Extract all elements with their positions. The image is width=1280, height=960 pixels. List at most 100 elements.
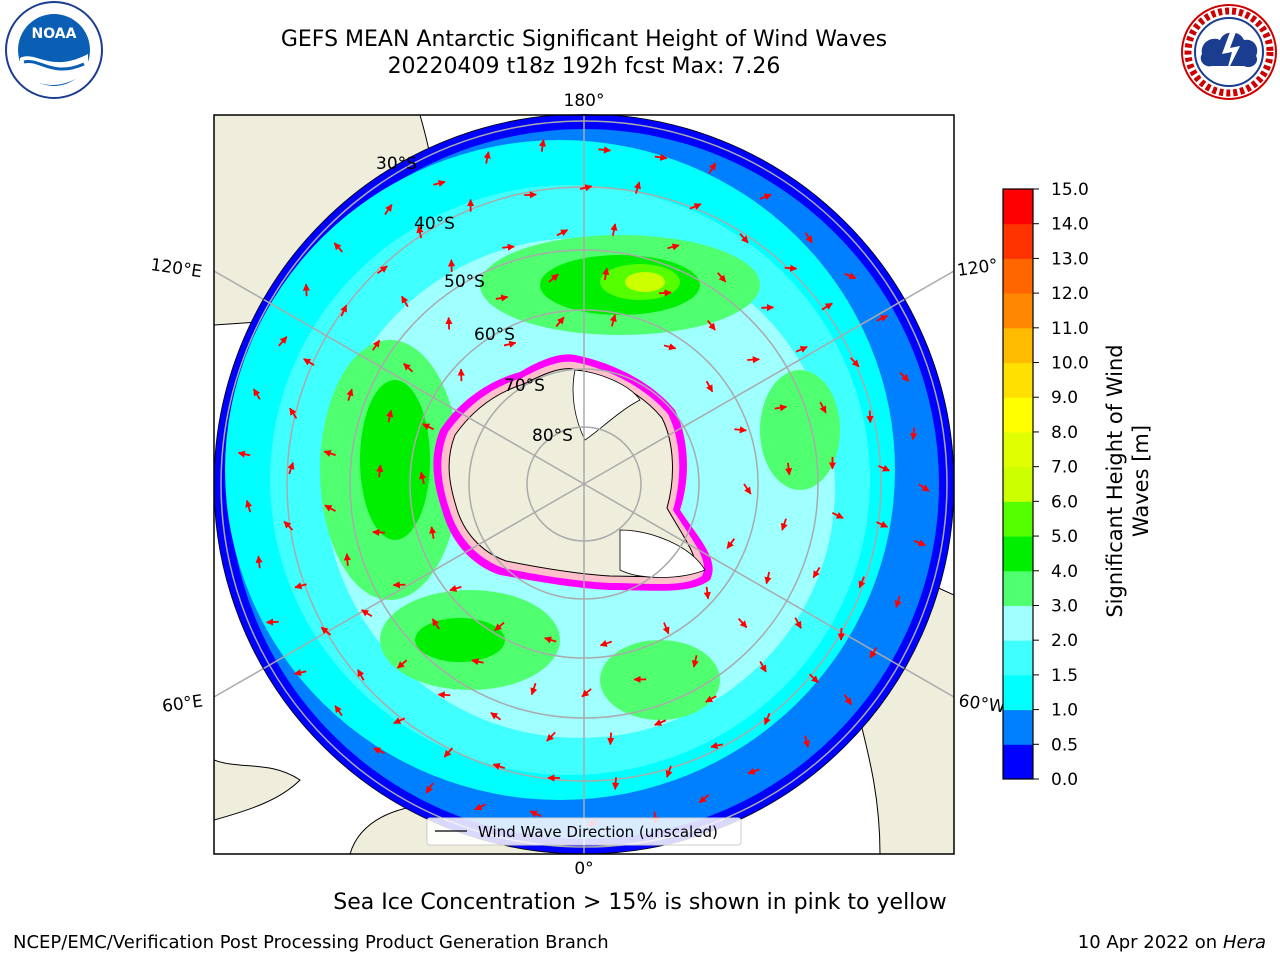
wave-direction-arrow [293,669,307,677]
wave-direction-arrow [372,528,385,536]
wave-direction-arrow [819,401,827,414]
wave-direction-arrow [784,264,798,272]
wave-direction-arrow [302,283,310,297]
wave-direction-arrow [373,747,385,755]
wave-direction-arrow [598,146,612,154]
colorbar-tick-label: 6.0 [1051,492,1078,512]
wave-direction-arrow [429,526,437,539]
wave-direction-arrow [581,688,592,698]
wave-direction-arrow [474,803,487,811]
wave-direction-arrow [663,343,677,351]
wave-direction-arrow [265,618,279,626]
wave-direction-arrow [705,380,714,393]
colorbar-cell [1003,397,1033,433]
wave-direction-arrow [403,362,414,373]
lon-label-180: 180° [564,91,605,111]
colorbar-cell [1003,536,1033,572]
wave-direction-arrow [548,273,559,283]
wave-direction-arrow [255,555,263,569]
wave-direction-arrow [320,626,332,636]
wave-direction-arrow [866,410,874,424]
wave-direction-arrow [662,622,670,635]
weddell-ice-shelf [619,529,706,578]
wave-direction-arrow [393,717,406,725]
map-border [213,114,955,855]
wave-direction-arrow [918,483,930,492]
colorbar-cell [1003,674,1033,711]
wave-direction-arrow [609,314,617,327]
chart-subtitle: 20220409 t18z 192h fcst Max: 7.26 [387,54,781,79]
wave-direction-arrow [802,735,810,748]
wave-direction-arrow [425,782,434,794]
wave-direction-arrow [372,339,381,351]
wave-direction-arrow [579,184,593,192]
wave-direction-arrow [764,571,772,585]
lon-label-120e: 120°E [149,255,203,282]
wave-direction-arrow [544,636,557,644]
wave-direction-arrow [717,272,727,283]
wave-direction-arrow [726,538,736,549]
wave-direction-arrow [761,303,775,312]
footer-date: 10 Apr 2022 on Hera [1078,932,1266,953]
lon-label-0: 0° [574,859,593,879]
wave-direction-arrow [377,265,388,275]
wave-patch-4-5 [415,618,505,662]
wave-direction-arrow [422,423,435,431]
wave-direction-arrow [654,719,667,726]
colorbar-tick-label: 7.0 [1051,458,1078,478]
wave-direction-arrow [634,181,641,194]
wave-direction-arrow [812,566,821,579]
colorbar-tick-label: 8.0 [1051,423,1078,443]
wave-direction-arrow [878,464,891,472]
wave-direction-arrow [844,272,857,280]
footer-credit: NCEP/EMC/Verification Post Processing Pr… [13,932,609,953]
wave-direction-arrow [396,659,408,669]
wave-direction-arrow [831,512,844,519]
colorbar-tick-label: 5.0 [1051,527,1078,547]
lat-label-80s: 80°S [532,426,573,446]
wave-direction-arrow [287,461,295,475]
wave-direction-arrow [689,203,702,210]
wave-patch-3-4 [600,640,720,720]
chart-title: GEFS MEAN Antarctic Significant Height o… [280,27,888,52]
wave-direction-arrow [245,499,253,513]
wave-patch-4-5 [360,380,430,540]
meridian-60e-120w [214,270,954,698]
graticule [214,115,954,854]
lon-label-60w: 60°W [957,691,1006,717]
wave-direction-arrow [471,658,484,666]
wave-direction-arrow [334,705,343,717]
wave-direction-arrow [913,539,927,547]
wave-direction-arrow [899,371,910,382]
wave-direction-arrow [708,162,717,174]
colorbar-label: Significant Height of Wind Waves [m] [1103,344,1153,618]
noaa-logo-text: NOAA [32,26,77,42]
colorbar-cell [1003,709,1033,745]
wave-direction-arrow [449,584,462,592]
colorbar-tick-label: 10.0 [1051,354,1089,374]
colorbar-tick-label: 0.5 [1051,735,1078,755]
wave-direction-arrow [283,520,294,531]
wave-direction-arrow [361,609,373,618]
wave-direction-arrow [524,191,537,199]
sea-ice-note: Sea Ice Concentration > 15% is shown in … [333,890,947,915]
wave-direction-arrow [340,304,348,317]
antarctica-landmass [448,368,696,578]
wave-direction-arrow [894,595,902,608]
colorbar-cell [1003,327,1033,364]
colorbar-cell [1003,293,1033,329]
wave-direction-arrow [665,765,673,778]
wave-direction-arrow [759,193,772,201]
wave-direction-arrow [237,450,251,458]
wave-direction-arrow [416,225,424,239]
wave-direction-arrow [876,521,889,528]
colorbar-tick-label: 15.0 [1051,180,1089,200]
lat-label-30s: 30°S [376,154,417,174]
wave-direction-arrow [737,618,748,629]
wave-direction-arrow [289,407,298,419]
wave-direction-arrow [384,204,393,216]
colorbar-tick-label: 3.0 [1051,596,1078,616]
wave-direction-arrow [252,388,261,400]
colorbar-tick-label: 14.0 [1051,215,1089,235]
